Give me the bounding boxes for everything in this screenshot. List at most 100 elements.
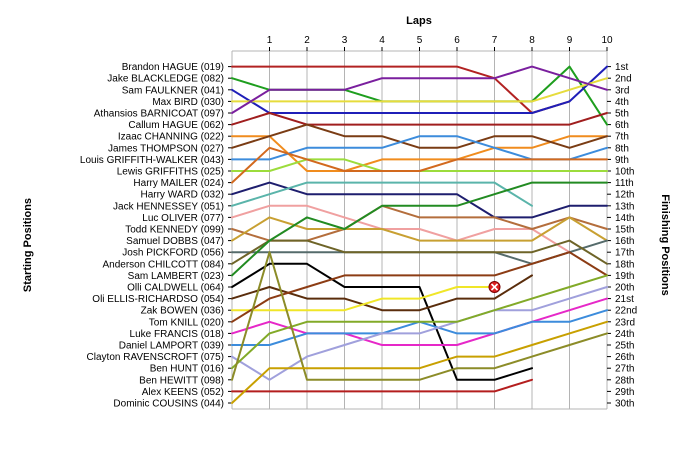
series-line bbox=[231, 181, 533, 207]
series-line bbox=[231, 286, 608, 381]
finishing-position-label: 1st bbox=[615, 62, 629, 73]
series-line bbox=[231, 274, 608, 370]
finishing-position-label: 20th bbox=[615, 283, 634, 294]
series-line bbox=[231, 123, 608, 149]
finishing-position-label: 10th bbox=[615, 167, 634, 178]
lap-tick-label: 4 bbox=[379, 35, 385, 46]
starting-position-label: Clayton RAVENSCROFT (075) bbox=[87, 352, 224, 363]
starting-position-label: Luke FRANCIS (018) bbox=[130, 329, 224, 340]
finishing-position-label: 24th bbox=[615, 329, 634, 340]
starting-position-label: Dominic COUSINS (044) bbox=[113, 399, 224, 410]
starting-position-label: Sam FAULKNER (041) bbox=[122, 85, 224, 96]
finishing-position-label: 23rd bbox=[615, 317, 635, 328]
starting-position-label: Lewis GRIFFITHS (025) bbox=[117, 167, 224, 178]
finishing-position-label: 16th bbox=[615, 236, 634, 247]
retired-marker-stroke bbox=[490, 283, 499, 291]
starting-position-label: Alex KEENS (052) bbox=[142, 387, 224, 398]
series-line bbox=[231, 274, 533, 312]
starting-position-label: Jack HENNESSEY (051) bbox=[113, 201, 224, 212]
starting-position-label: Sam LAMBERT (023) bbox=[128, 271, 224, 282]
series-line bbox=[231, 65, 571, 114]
starting-position-label: Izaac CHANNING (022) bbox=[118, 132, 224, 143]
series-layer bbox=[231, 65, 608, 404]
finishing-position-label: 9th bbox=[615, 155, 629, 166]
finishing-position-label: 2nd bbox=[615, 74, 632, 85]
starting-position-label: Zak BOWEN (036) bbox=[141, 306, 224, 317]
series-line bbox=[231, 181, 608, 277]
finishing-position-label: 12th bbox=[615, 190, 634, 201]
marker-layer bbox=[488, 281, 501, 293]
finishing-position-label: 19th bbox=[615, 271, 634, 282]
series-line bbox=[231, 251, 608, 323]
starting-position-label: Anderson CHILCOTT (084) bbox=[102, 259, 224, 270]
finishing-position-label: 25th bbox=[615, 341, 634, 352]
starting-position-label: Harry MAILER (024) bbox=[133, 178, 224, 189]
starting-position-label: Oli ELLIS-RICHARDSO (054) bbox=[92, 294, 224, 305]
finishing-position-label: 21st bbox=[615, 294, 634, 305]
lap-tick-label: 2 bbox=[304, 35, 310, 46]
starting-position-label: Luc OLIVER (077) bbox=[142, 213, 224, 224]
series-line bbox=[231, 251, 608, 381]
starting-position-label: Josh PICKFORD (056) bbox=[122, 248, 224, 259]
finishing-position-label: 3rd bbox=[615, 85, 629, 96]
retired-marker bbox=[488, 281, 501, 293]
lap-tick-label: 6 bbox=[454, 35, 460, 46]
series-line bbox=[231, 112, 608, 126]
series-line bbox=[231, 378, 533, 393]
starting-position-label: James THOMPSON (027) bbox=[108, 143, 224, 154]
series-line bbox=[231, 286, 496, 312]
finishing-position-label: 22nd bbox=[615, 306, 637, 317]
finishing-position-label: 18th bbox=[615, 259, 634, 270]
series-line bbox=[231, 239, 608, 265]
lap-tick-label: 3 bbox=[342, 35, 348, 46]
lap-tick-label: 9 bbox=[567, 35, 573, 46]
starting-position-label: Harry WARD (032) bbox=[140, 190, 224, 201]
y-axis-title-right: Finishing Positions bbox=[659, 194, 671, 295]
starting-position-label: Athansios BARNICOAT (097) bbox=[94, 109, 224, 120]
starting-position-label: Ben HEWITT (098) bbox=[139, 375, 224, 386]
starting-position-label: Tom KNILL (020) bbox=[149, 317, 224, 328]
lap-tick-label: 7 bbox=[492, 35, 498, 46]
series-line bbox=[231, 262, 533, 381]
finishing-position-label: 11th bbox=[615, 178, 634, 189]
series-line bbox=[231, 204, 571, 254]
starting-position-label: Olli CALDWELL (064) bbox=[127, 283, 224, 294]
finishing-position-label: 29th bbox=[615, 387, 634, 398]
starting-position-label: Jake BLACKLEDGE (082) bbox=[107, 74, 224, 85]
y-axis-title-left: Starting Positions bbox=[22, 198, 34, 292]
starting-position-label: Callum HAGUE (062) bbox=[128, 120, 224, 131]
finishing-position-label: 28th bbox=[615, 375, 634, 386]
lap-tick-label: 1 bbox=[267, 35, 273, 46]
series-line bbox=[231, 181, 608, 219]
starting-position-label: Todd KENNEDY (099) bbox=[125, 225, 224, 236]
lap-tick-label: 10 bbox=[601, 35, 613, 46]
starting-position-label: Daniel LAMPORT (039) bbox=[119, 341, 224, 352]
x-axis-title: Laps bbox=[406, 15, 432, 27]
series-line bbox=[231, 65, 608, 114]
series-line bbox=[231, 146, 608, 184]
finishing-position-label: 26th bbox=[615, 352, 634, 363]
finishing-position-label: 27th bbox=[615, 364, 634, 375]
finishing-position-label: 8th bbox=[615, 143, 629, 154]
series-line bbox=[231, 77, 608, 103]
finishing-position-label: 4th bbox=[615, 97, 629, 108]
finishing-position-label: 6th bbox=[615, 120, 629, 131]
starting-position-label: Ben HUNT (016) bbox=[150, 364, 224, 375]
series-line bbox=[231, 297, 608, 346]
label-layer: 1 2 3 4 5 6 7 8 9 10 Brandon HAGUE (019)Jake BLACK… bbox=[80, 35, 637, 410]
finishing-position-label: 5th bbox=[615, 109, 629, 120]
series-line bbox=[231, 135, 608, 172]
lap-tick-label: 5 bbox=[417, 35, 423, 46]
starting-position-label: Max BIRD (030) bbox=[152, 97, 224, 108]
finishing-position-label: 7th bbox=[615, 132, 629, 143]
finishing-position-label: 17th bbox=[615, 248, 634, 259]
starting-position-label: Brandon HAGUE (019) bbox=[122, 62, 224, 73]
finishing-position-label: 15th bbox=[615, 225, 634, 236]
finishing-position-label: 14th bbox=[615, 213, 634, 224]
starting-position-label: Louis GRIFFITH-WALKER (043) bbox=[80, 155, 224, 166]
lap-tick-label: 8 bbox=[529, 35, 535, 46]
series-line bbox=[231, 320, 608, 404]
finishing-position-label: 13th bbox=[615, 201, 634, 212]
